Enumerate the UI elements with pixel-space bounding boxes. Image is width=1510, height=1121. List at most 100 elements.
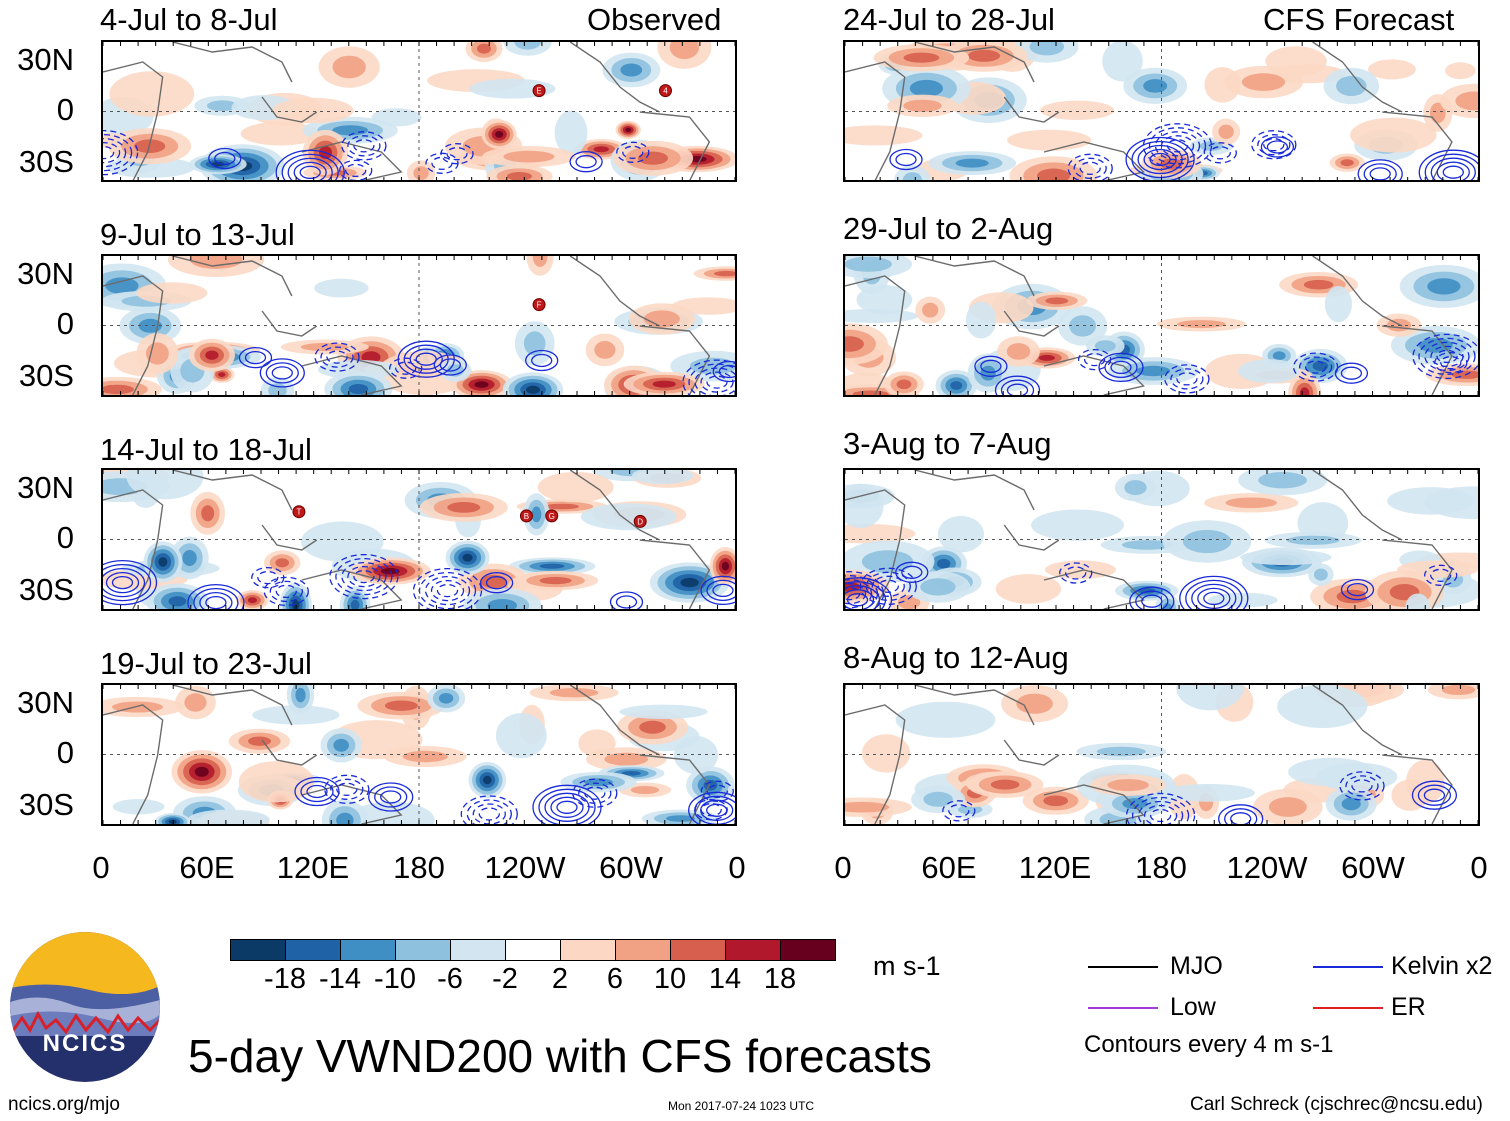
panel-title-obs-1: 4-Jul to 8-Jul <box>100 2 278 37</box>
panel-title-obs-2: 9-Jul to 13-Jul <box>100 217 295 252</box>
storm-marker-letter: 4 <box>663 87 668 96</box>
storm-marker-icon <box>292 505 306 519</box>
lon-label-0: 0 <box>92 850 110 885</box>
panel-title-fcst-4: 8-Aug to 12-Aug <box>843 640 1069 675</box>
map-canvas <box>103 685 735 824</box>
coastlines <box>845 256 1453 395</box>
lat-label-30n: 30N <box>17 256 74 291</box>
colorbar-label: -14 <box>319 963 361 995</box>
contour-layer <box>942 771 1458 824</box>
logo-text: NCICS <box>42 1030 128 1057</box>
storm-marker-icon <box>633 514 647 528</box>
map-panel-obs-2: F <box>101 254 737 397</box>
colorbar-swatch <box>615 939 671 961</box>
map-panel-fcst-2 <box>843 254 1480 397</box>
storm-marker-letter: G <box>549 512 555 521</box>
ncics-logo[interactable]: NCICS <box>10 932 160 1082</box>
storm-marker-icon <box>545 509 559 523</box>
colorbar-swatch <box>395 939 451 961</box>
colorbar-label: 18 <box>763 963 797 995</box>
storm-marker-letter: B <box>524 512 529 521</box>
colorbar-swatch <box>505 939 561 961</box>
storm-marker-letter: F <box>537 301 542 310</box>
lat-label-30n: 30N <box>17 42 74 77</box>
contour-layer <box>889 123 1478 180</box>
lat-label-0: 0 <box>56 306 74 341</box>
lon-label-60e: 60E <box>921 850 977 885</box>
map-panel-fcst-4 <box>843 683 1480 826</box>
lon-label-180: 180 <box>393 850 445 885</box>
storm-marker-icon <box>658 84 672 98</box>
lon-label-120w: 120W <box>484 850 566 885</box>
lon-label-120e: 120E <box>276 850 350 885</box>
colorbar-label: 10 <box>653 963 687 995</box>
colorbar-label: -6 <box>437 963 463 995</box>
shading-layer <box>845 256 1478 395</box>
storm-marker: B <box>519 509 533 523</box>
shading-layer <box>845 470 1478 609</box>
lat-label-30n: 30N <box>17 470 74 505</box>
legend-mjo-label: MJO <box>1170 952 1223 980</box>
lat-label-30s: 30S <box>18 144 74 179</box>
map-canvas: F <box>103 256 735 395</box>
colorbar-swatch <box>670 939 726 961</box>
map-canvas <box>845 42 1478 180</box>
coastlines <box>103 470 711 609</box>
legend-mjo-line <box>1088 966 1158 968</box>
colorbar-swatch <box>230 939 286 961</box>
coastlines <box>103 256 711 395</box>
main-title: 5-day VWND200 with CFS forecasts <box>188 1030 932 1082</box>
map-canvas: T B G D <box>103 470 735 609</box>
coastlines <box>845 42 1453 180</box>
footer-url[interactable]: ncics.org/mjo <box>8 1094 120 1115</box>
lat-label-0: 0 <box>56 735 74 770</box>
map-canvas <box>845 685 1478 824</box>
lon-label-120e: 120E <box>1018 850 1092 885</box>
lon-label-0: 0 <box>728 850 746 885</box>
coastlines <box>103 42 711 180</box>
map-canvas <box>845 470 1478 609</box>
legend-er-line <box>1313 1007 1383 1009</box>
lat-label-0: 0 <box>56 520 74 555</box>
lon-label-60w: 60W <box>599 850 663 885</box>
map-canvas <box>845 256 1478 395</box>
lon-label-180: 180 <box>1135 850 1187 885</box>
contour-layer <box>845 561 1458 609</box>
colorbar-swatch <box>340 939 396 961</box>
contour-layer <box>974 333 1478 395</box>
lat-label-30n: 30N <box>17 685 74 720</box>
map-panel-obs-3: T B G D <box>101 468 737 611</box>
lon-label-120w: 120W <box>1226 850 1308 885</box>
colorbar-swatch <box>725 939 781 961</box>
observed-label: Observed <box>587 2 722 37</box>
storm-marker-letter: T <box>296 508 301 517</box>
colorbar-swatch <box>560 939 616 961</box>
legend-low-line <box>1088 1007 1158 1009</box>
shading-layer <box>103 685 735 824</box>
storm-marker: E <box>532 84 546 98</box>
map-panel-fcst-3 <box>843 468 1480 611</box>
panel-title-fcst-3: 3-Aug to 7-Aug <box>843 426 1052 461</box>
storm-marker: 4 <box>658 84 672 98</box>
footer-timestamp: Mon 2017-07-24 1023 UTC <box>668 1099 815 1113</box>
map-panel-obs-4 <box>101 683 737 826</box>
storm-marker-icon <box>532 298 546 312</box>
legend-kelvin-label: Kelvin x2 <box>1391 952 1493 980</box>
ncics-logo-graphic <box>10 932 160 1082</box>
storm-marker-letter: D <box>637 517 643 526</box>
lat-label-30s: 30S <box>18 572 74 607</box>
legend-kelvin-line <box>1313 966 1383 968</box>
storm-marker-icon <box>519 509 533 523</box>
contours-note: Contours every 4 m s-1 <box>1084 1031 1334 1058</box>
contour-layer <box>103 553 735 609</box>
panel-title-fcst-2: 29-Jul to 2-Aug <box>843 211 1054 246</box>
contour-layer <box>238 340 735 395</box>
shading-layer <box>103 470 735 609</box>
lon-label-60e: 60E <box>179 850 235 885</box>
storm-marker: G <box>545 509 559 523</box>
storm-marker: D <box>633 514 647 528</box>
colorbar-label: -18 <box>264 963 306 995</box>
lat-label-30s: 30S <box>18 358 74 393</box>
